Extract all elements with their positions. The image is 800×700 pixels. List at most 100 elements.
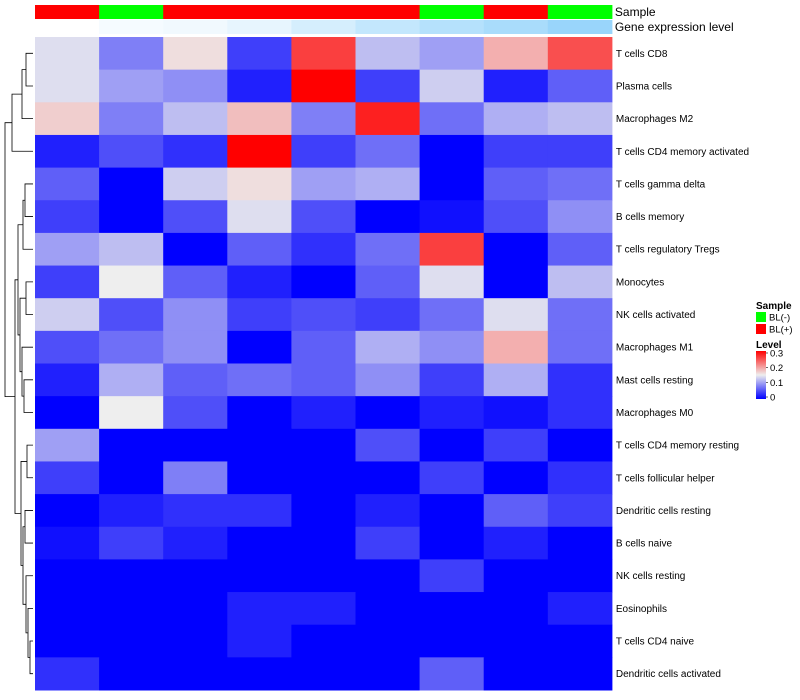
heatmap-cell — [419, 167, 485, 201]
legend-level-ticks: 0.3 0.2 0.1 0 — [766, 349, 783, 404]
heatmap-cell — [35, 559, 100, 593]
heatmap-cell — [419, 624, 485, 658]
heatmap-cell — [35, 428, 100, 462]
heatmap-cell — [419, 428, 485, 462]
heatmap-cell — [163, 265, 228, 299]
heatmap-cell — [355, 592, 421, 626]
heatmap-cell — [355, 559, 421, 593]
heatmap-cell — [291, 134, 356, 169]
heatmap-cell — [99, 526, 164, 560]
heatmap-cell — [483, 363, 549, 397]
heatmap-cell — [355, 134, 421, 169]
gene-expression-annotation-cell — [35, 20, 100, 34]
heatmap-cell — [291, 265, 356, 299]
heatmap-cell — [227, 232, 292, 267]
gene-expression-annotation-cell — [483, 20, 549, 34]
heatmap-cell — [291, 396, 356, 430]
heatmap-cell — [227, 657, 292, 691]
heatmap-cell — [355, 167, 421, 201]
legend-title-sample: Sample — [756, 301, 792, 312]
heatmap-cell — [35, 200, 100, 234]
heatmap-cell — [227, 265, 292, 299]
heatmap-cell — [99, 363, 164, 397]
heatmap-cell — [163, 428, 228, 462]
heatmap-cell — [483, 624, 549, 658]
heatmap-cell — [227, 461, 292, 495]
row-label: Macrophages M2 — [616, 114, 694, 125]
heatmap-cell — [163, 330, 228, 364]
heatmap-cell — [355, 428, 421, 462]
heatmap-cell — [483, 592, 549, 626]
heatmap-cell — [483, 37, 549, 71]
heatmap-cell — [163, 200, 228, 234]
heatmap-cell — [291, 559, 356, 593]
heatmap-cell — [483, 200, 549, 234]
heatmap-cell — [355, 526, 421, 560]
heatmap-cell — [355, 69, 421, 103]
legend-title-level: Level — [756, 340, 782, 351]
heatmap-cell — [483, 69, 549, 103]
row-label: Eosinophils — [616, 604, 667, 615]
heatmap-cell — [163, 69, 228, 103]
heatmap-cell — [35, 265, 100, 299]
heatmap-cell — [419, 134, 485, 169]
heatmap-cell — [291, 69, 356, 103]
heatmap-cell — [35, 167, 100, 201]
legend-sample-swatch — [756, 324, 766, 334]
heatmap-cell — [291, 592, 356, 626]
row-label: T cells CD4 naive — [616, 637, 695, 648]
heatmap-cell — [483, 494, 549, 528]
legend: Sample BL(-)BL(+) Level 0.3 0.2 0.1 0 — [756, 301, 793, 404]
heatmap-cell — [419, 298, 485, 332]
heatmap-cell — [35, 363, 100, 397]
heatmap-cell — [35, 396, 100, 430]
heatmap-cell — [227, 494, 292, 528]
heatmap-cell — [419, 592, 485, 626]
heatmap-cell — [291, 494, 356, 528]
heatmap-cell — [227, 330, 292, 364]
heatmap-cell — [483, 559, 549, 593]
heatmap-cell — [35, 657, 100, 691]
heatmap-cell — [35, 461, 100, 495]
heatmap-cell — [227, 102, 292, 136]
heatmap-cell — [99, 624, 164, 658]
heatmap-cell — [419, 494, 485, 528]
dendrogram-branches — [4, 52, 33, 675]
heatmap-cell — [227, 592, 292, 626]
heatmap-cell — [419, 200, 485, 234]
heatmap-cell — [99, 232, 164, 267]
heatmap-cell — [355, 298, 421, 332]
heatmap-cell — [355, 330, 421, 364]
heatmap-cell — [355, 461, 421, 495]
heatmap-cell — [291, 102, 356, 136]
heatmap-cell — [419, 102, 485, 136]
heatmap-cell — [547, 526, 613, 560]
heatmap-cell — [547, 461, 613, 495]
heatmap-cell — [291, 330, 356, 364]
heatmap-cell — [99, 298, 164, 332]
heatmap-cell — [227, 526, 292, 560]
legend-tick-label: 0.1 — [770, 378, 783, 389]
row-label: T cells follicular helper — [616, 473, 715, 484]
heatmap-cells — [35, 37, 613, 691]
row-label: T cells gamma delta — [616, 179, 706, 190]
heatmap-cell — [547, 624, 613, 658]
row-label: Dendritic cells resting — [616, 506, 711, 517]
heatmap-cell — [355, 494, 421, 528]
heatmap-cell — [163, 134, 228, 169]
heatmap-cell — [419, 461, 485, 495]
annotation-label-gene-expression: Gene expression level — [615, 20, 734, 34]
heatmap-cell — [547, 559, 613, 593]
heatmap-cell — [291, 526, 356, 560]
gene-expression-annotation-bar — [35, 20, 613, 34]
heatmap-cell — [35, 37, 100, 71]
heatmap-cell — [419, 363, 485, 397]
heatmap-cell — [99, 102, 164, 136]
heatmap-cell — [99, 461, 164, 495]
heatmap-cell — [163, 396, 228, 430]
legend-sample-label: BL(-) — [769, 313, 790, 324]
heatmap-cell — [483, 232, 549, 267]
row-label: B cells memory — [616, 212, 684, 223]
heatmap-cell — [163, 298, 228, 332]
